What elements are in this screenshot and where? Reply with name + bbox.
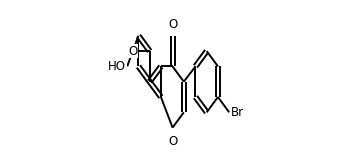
- Text: HO: HO: [108, 60, 126, 73]
- Text: O: O: [168, 18, 177, 31]
- Text: O: O: [168, 135, 177, 148]
- Text: Br: Br: [230, 106, 244, 119]
- Text: O: O: [128, 45, 137, 58]
